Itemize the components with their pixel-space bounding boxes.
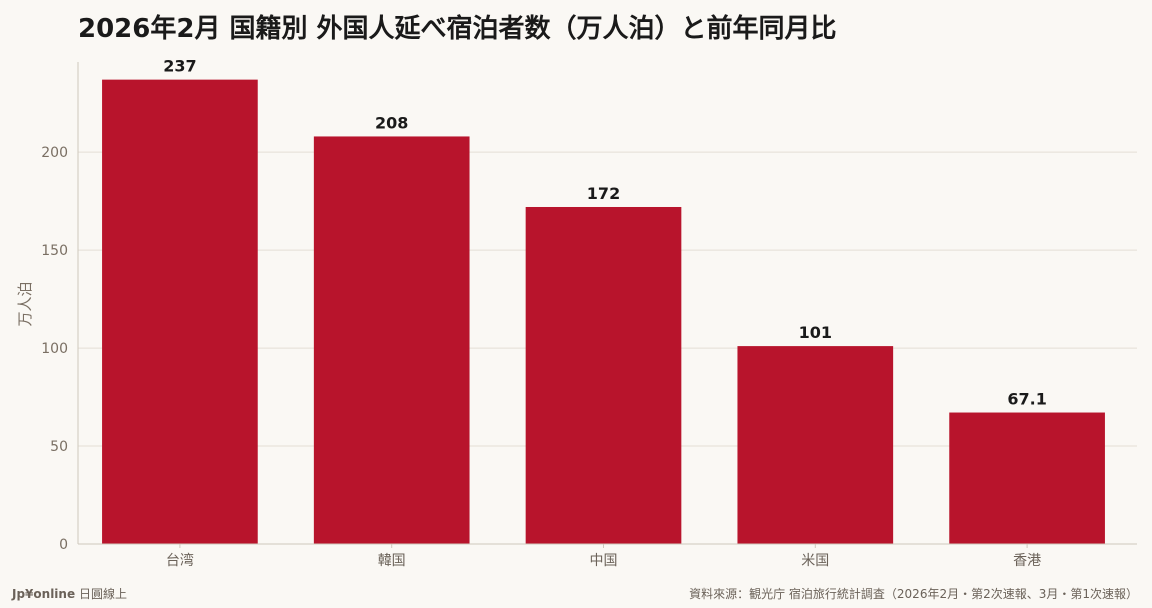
- bar-3: [525, 206, 682, 544]
- bars: [102, 79, 1105, 544]
- value-label-4: 101: [799, 323, 832, 342]
- labels: 0 50 100 150 200 台湾 237 韓国 208 中国 172 米国 101 香港 67.1 万人…: [16, 57, 1047, 569]
- x-tick-label-5: 香港: [1013, 553, 1041, 569]
- y-tick-label-50: 50: [50, 439, 68, 455]
- value-label-5: 67.1: [1007, 390, 1046, 409]
- bar-5: [949, 412, 1105, 544]
- value-label-1: 237: [163, 57, 196, 76]
- bar-1: [102, 79, 258, 544]
- y-tick-label-150: 150: [41, 243, 68, 259]
- y-axis-title: 万人泊: [16, 281, 34, 326]
- y-tick-label-100: 100: [41, 341, 68, 357]
- x-tick-label-3: 中国: [590, 553, 618, 569]
- x-tick-label-4: 米国: [801, 553, 829, 569]
- y-tick-label-200: 200: [41, 145, 68, 161]
- bar-4: [737, 346, 894, 544]
- value-label-3: 172: [587, 184, 620, 203]
- axes: [77, 62, 1137, 548]
- brand-subname: 日圓線上: [78, 587, 127, 601]
- x-tick-label-2: 韓国: [378, 553, 406, 569]
- y-tick-label-0: 0: [59, 537, 68, 553]
- value-label-2: 208: [375, 113, 408, 132]
- bar-2: [313, 136, 470, 544]
- source-note: 資料來源：観光庁 宿泊旅行統計調査（2026年2月・第2次速報、3月・第1次速報…: [689, 587, 1138, 601]
- chart-title: 2026年2月 国籍別 外国人延べ宿泊者数（万人泊）と前年同月比: [78, 14, 837, 44]
- brand-name: Jp¥online: [12, 587, 76, 601]
- brand-footer: Jp¥online 日圓線上: [12, 585, 127, 602]
- x-tick-label-1: 台湾: [166, 552, 194, 569]
